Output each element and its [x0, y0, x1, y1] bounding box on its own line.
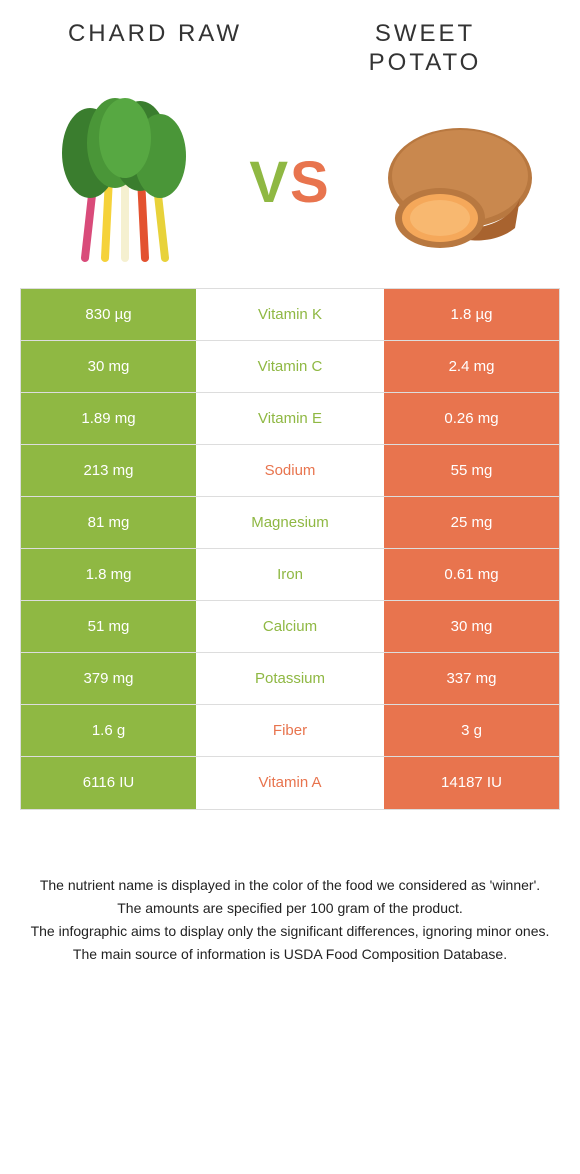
nutrient-name: Vitamin E — [196, 393, 384, 444]
left-value: 6116 IU — [21, 757, 196, 809]
table-row: 830 µgVitamin K1.8 µg — [21, 289, 559, 341]
table-row: 1.6 gFiber3 g — [21, 705, 559, 757]
right-value: 25 mg — [384, 497, 559, 548]
left-value: 1.6 g — [21, 705, 196, 756]
right-value: 3 g — [384, 705, 559, 756]
footnote-line: The infographic aims to display only the… — [28, 921, 552, 942]
right-value: 30 mg — [384, 601, 559, 652]
hero-row: VS — [20, 88, 560, 288]
right-value: 0.61 mg — [384, 549, 559, 600]
table-row: 1.8 mgIron0.61 mg — [21, 549, 559, 601]
left-value: 1.89 mg — [21, 393, 196, 444]
right-food-title: Sweetpotato — [290, 20, 560, 78]
table-row: 51 mgCalcium30 mg — [21, 601, 559, 653]
nutrient-name: Calcium — [196, 601, 384, 652]
sweet-potato-image — [370, 98, 540, 268]
left-value: 379 mg — [21, 653, 196, 704]
footnote-line: The main source of information is USDA F… — [28, 944, 552, 965]
nutrient-name: Vitamin C — [196, 341, 384, 392]
nutrient-name: Iron — [196, 549, 384, 600]
vs-v: V — [249, 150, 290, 215]
nutrient-name: Magnesium — [196, 497, 384, 548]
nutrient-name: Potassium — [196, 653, 384, 704]
right-value: 1.8 µg — [384, 289, 559, 340]
left-value: 30 mg — [21, 341, 196, 392]
left-value: 830 µg — [21, 289, 196, 340]
comparison-table: 830 µgVitamin K1.8 µg30 mgVitamin C2.4 m… — [20, 288, 560, 810]
left-food-title: Chard raw — [20, 20, 290, 78]
header: Chard raw Sweetpotato — [20, 20, 560, 78]
vs-s: S — [290, 150, 331, 215]
right-value: 14187 IU — [384, 757, 559, 809]
right-value: 337 mg — [384, 653, 559, 704]
chard-image — [40, 98, 210, 268]
table-row: 6116 IUVitamin A14187 IU — [21, 757, 559, 809]
right-value: 55 mg — [384, 445, 559, 496]
nutrient-name: Fiber — [196, 705, 384, 756]
footnote-line: The nutrient name is displayed in the co… — [28, 875, 552, 896]
table-row: 30 mgVitamin C2.4 mg — [21, 341, 559, 393]
right-value: 0.26 mg — [384, 393, 559, 444]
table-row: 379 mgPotassium337 mg — [21, 653, 559, 705]
table-row: 213 mgSodium55 mg — [21, 445, 559, 497]
right-value: 2.4 mg — [384, 341, 559, 392]
table-row: 1.89 mgVitamin E0.26 mg — [21, 393, 559, 445]
nutrient-name: Vitamin K — [196, 289, 384, 340]
left-value: 213 mg — [21, 445, 196, 496]
left-value: 81 mg — [21, 497, 196, 548]
table-row: 81 mgMagnesium25 mg — [21, 497, 559, 549]
nutrient-name: Vitamin A — [196, 757, 384, 809]
left-value: 1.8 mg — [21, 549, 196, 600]
left-value: 51 mg — [21, 601, 196, 652]
nutrient-name: Sodium — [196, 445, 384, 496]
footnotes: The nutrient name is displayed in the co… — [20, 875, 560, 965]
vs-label: VS — [249, 149, 330, 216]
footnote-line: The amounts are specified per 100 gram o… — [28, 898, 552, 919]
